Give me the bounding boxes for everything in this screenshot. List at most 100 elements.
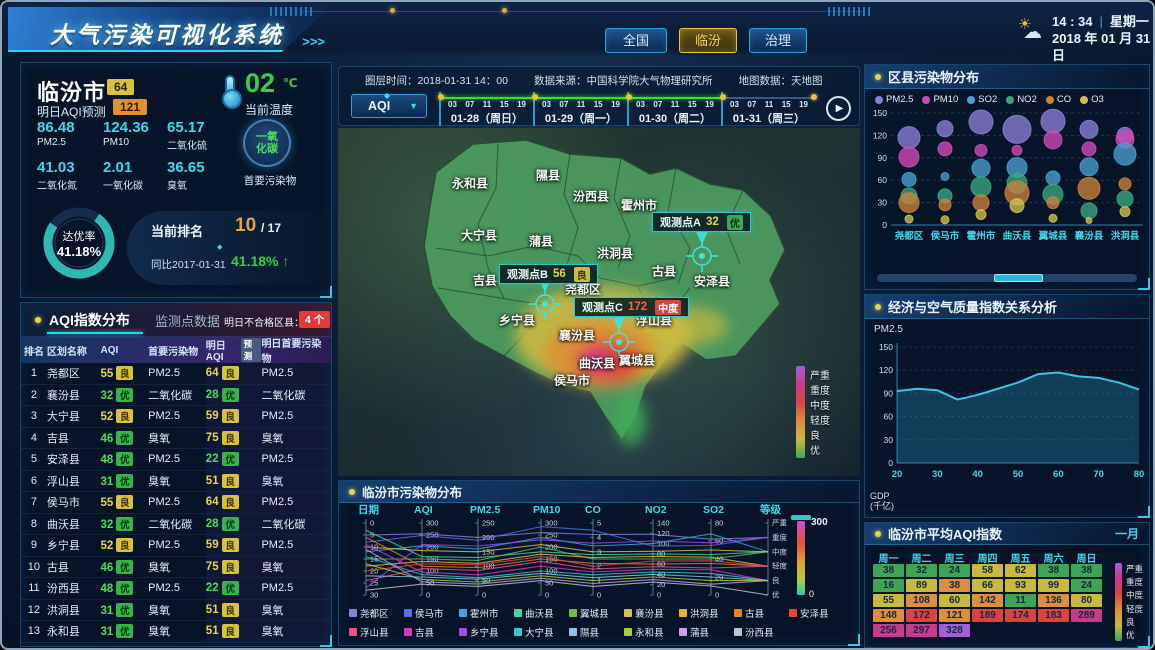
legend-item-CO[interactable]: CO xyxy=(1045,94,1071,105)
legend-label: SO2 xyxy=(978,94,998,105)
cell-rank: 11 xyxy=(28,582,40,595)
table-row[interactable]: 2 襄汾县 32 优二氧化碳 28 优二氧化碳 xyxy=(21,384,331,406)
legend-item-尧都区[interactable]: 尧都区 xyxy=(349,603,404,622)
legend-item-洪洞县[interactable]: 洪洞县 xyxy=(679,603,734,622)
cell-name: 吉县 xyxy=(46,432,69,445)
cell-rank: 2 xyxy=(30,388,37,401)
timeline-day[interactable]: 03 07 11 15 19 01-29（周一） xyxy=(532,92,627,126)
legend-item-NO2[interactable]: NO2 xyxy=(1006,94,1037,105)
table-row[interactable]: 10 古县 46 优臭氧 75 良臭氧 xyxy=(21,556,331,578)
legend-item-PM2.5[interactable]: PM2.5 xyxy=(875,94,913,105)
nav-button-govern[interactable]: 治理 xyxy=(749,28,807,53)
cell-tpollutant: PM2.5 xyxy=(261,449,331,470)
tab-aqi-distribution[interactable]: AQI指数分布 xyxy=(47,312,143,334)
bubble-PM2.5 xyxy=(1002,114,1032,144)
legend-item-曲沃县[interactable]: 曲沃县 xyxy=(514,603,569,622)
aqi-number: 55 xyxy=(100,497,114,510)
station-badge[interactable]: 观测点A 32 优 xyxy=(652,212,751,232)
play-button[interactable]: ▶ xyxy=(826,96,851,121)
table-row[interactable]: 13 永和县 31 优臭氧 51 良臭氧 xyxy=(21,621,331,643)
legend-item-乡宁县[interactable]: 乡宁县 xyxy=(459,622,514,641)
legend-item-O3[interactable]: O3 xyxy=(1080,94,1104,105)
pollution-map[interactable]: 永和县 隰县 汾西县 霍州市 大宁县 蒲县 洪洞县 古县 安泽县 吉县 尧都区 乡宁县 襄汾县 浮山县 曲沃… xyxy=(338,128,860,476)
level-labels: 严重 重度 中度 轻度良优 xyxy=(810,366,830,458)
timeline-day[interactable]: 03 07 11 15 19 01-30（周二） xyxy=(626,92,721,126)
table-row[interactable]: 7 侯马市 55 良 PM2.5 64 良 PM2.5 xyxy=(21,492,331,514)
hour-tick: 07 xyxy=(653,100,663,109)
col-rank: 排名 xyxy=(23,346,44,358)
timeline-day[interactable]: 03 07 11 15 19 01-28（周日） xyxy=(438,92,533,126)
legend-item-安泽县[interactable]: 安泽县 xyxy=(789,603,844,622)
table-row[interactable]: 6 浮山县 31 优臭氧 51 良臭氧 xyxy=(21,470,331,492)
legend-label: 霍州市 xyxy=(470,608,499,620)
table-row[interactable]: 9 乡宁县 52 良 PM2.5 59 良 PM2.5 xyxy=(21,535,331,557)
legend-item-SO2[interactable]: SO2 xyxy=(967,94,997,105)
day-label: 01-29（周一） xyxy=(544,113,618,125)
station-badge[interactable]: 观测点C 172 中度 xyxy=(574,297,690,317)
cell-aqi: 31 优 xyxy=(100,602,148,617)
cell-name: 浮山县 xyxy=(46,475,80,488)
legend-item-蒲县[interactable]: 蒲县 xyxy=(679,622,734,641)
svg-text:20: 20 xyxy=(370,567,378,576)
legend-item-浮山县[interactable]: 浮山县 xyxy=(349,622,404,641)
panel-title: 临汾市平均AQI指数 xyxy=(888,527,1003,542)
table-row[interactable]: 8 曲沃县 32 优二氧化碳 28 优二氧化碳 xyxy=(21,513,331,535)
series-侯马市 xyxy=(365,526,769,547)
table-row[interactable]: 1 尧都区 55 良 PM2.5 64 良 PM2.5 xyxy=(21,363,331,385)
timeline-day[interactable]: 03 07 11 15 19 01-31（周三） xyxy=(720,92,817,126)
timeline: 03 07 11 15 19 01-28（周日） 03 07 11 15 19 01-29（周一） 03… xyxy=(438,92,817,126)
legend-item-侯马市[interactable]: 侯马市 xyxy=(404,603,459,622)
legend-item-PM10[interactable]: PM10 xyxy=(922,94,958,105)
nav-button-national[interactable]: 全国 xyxy=(605,28,667,53)
svg-text:4: 4 xyxy=(597,533,601,542)
compliance-donut: 达优率 41.18% xyxy=(43,207,115,279)
legend-label: 汾西县 xyxy=(745,627,774,639)
district-label: 乡宁县 xyxy=(498,313,536,328)
aqi-number: 31 xyxy=(100,475,114,488)
aqi-level-badge: 优 xyxy=(116,602,134,617)
bubble-CO xyxy=(1077,176,1101,200)
calendar-cell: 99 xyxy=(1038,579,1069,592)
table-row[interactable]: 12 洪洞县 31 优臭氧 51 良臭氧 xyxy=(21,599,331,621)
table-row[interactable]: 11 汾西县 48 优 PM2.5 22 优 PM2.5 xyxy=(21,578,331,600)
hour-ticks: 03 07 11 15 19 xyxy=(723,92,815,109)
table-row[interactable]: 3 大宁县 52 良 PM2.5 59 良 PM2.5 xyxy=(21,406,331,428)
decor-line xyxy=(302,11,862,12)
legend-item-翼城县[interactable]: 翼城县 xyxy=(569,603,624,622)
table-row[interactable]: 4 吉县 46 优臭氧 75 良臭氧 xyxy=(21,427,331,449)
calendar-cell: 136 xyxy=(1038,594,1069,607)
metric-dropdown[interactable]: AQI ▼ ◆ xyxy=(351,91,427,118)
aqi-level-badge: 良 xyxy=(116,538,134,553)
table-header: 排名 区划名称 AQI 首要污染物 明日AQI 预测 明日首要污染物 xyxy=(21,337,331,365)
nav-button-linfen[interactable]: 临汾 xyxy=(679,28,737,53)
col-name: 区划名称 xyxy=(46,346,87,358)
tab-station-data[interactable]: 监测点数据 xyxy=(155,314,221,329)
month-selector[interactable]: 一月 xyxy=(1114,527,1139,541)
calendar-cell: 328 xyxy=(939,624,970,637)
overview-panel: 临汾市 64 明日AQI预测 121 02 ℃ 当前温度 86.48 PM2.5 1… xyxy=(20,62,332,298)
legend-item-汾西县[interactable]: 汾西县 xyxy=(734,622,789,641)
aqi-level-badge: 优 xyxy=(116,430,134,445)
legend-item-大宁县[interactable]: 大宁县 xyxy=(514,622,569,641)
cell-tpollutant: 二氧化碳 xyxy=(261,384,331,405)
legend-swatch xyxy=(569,608,577,617)
svg-text:200: 200 xyxy=(545,543,558,552)
table-row[interactable]: 5 安泽县 48 优 PM2.5 22 优 PM2.5 xyxy=(21,449,331,471)
calendar-weekday: 周三 xyxy=(944,554,965,565)
station-badge[interactable]: 观测点B 56 良 xyxy=(499,264,598,284)
calendar-cell: 80 xyxy=(1071,594,1102,607)
legend-item-古县[interactable]: 古县 xyxy=(734,603,789,622)
legend-item-吉县[interactable]: 吉县 xyxy=(404,622,459,641)
legend-item-永和县[interactable]: 永和县 xyxy=(624,622,679,641)
bubble-CO xyxy=(972,194,990,212)
rate-value: 41.18% xyxy=(57,244,102,259)
chevron-down-icon: ▼ xyxy=(409,101,418,111)
legend-item-隰县[interactable]: 隰县 xyxy=(569,622,624,641)
thermometer-icon xyxy=(222,75,242,109)
legend-item-霍州市[interactable]: 霍州市 xyxy=(459,603,514,622)
chart-scrollbar[interactable] xyxy=(877,274,1137,282)
cell-aqi: 31 优 xyxy=(100,473,148,488)
scrollbar-thumb[interactable] xyxy=(994,274,1044,282)
aqi-table-panel: AQI指数分布 监测点数据 明日不合格区县： 4 个 排名 区划名称 AQI 首… xyxy=(20,302,332,647)
legend-item-襄汾县[interactable]: 襄汾县 xyxy=(624,603,679,622)
